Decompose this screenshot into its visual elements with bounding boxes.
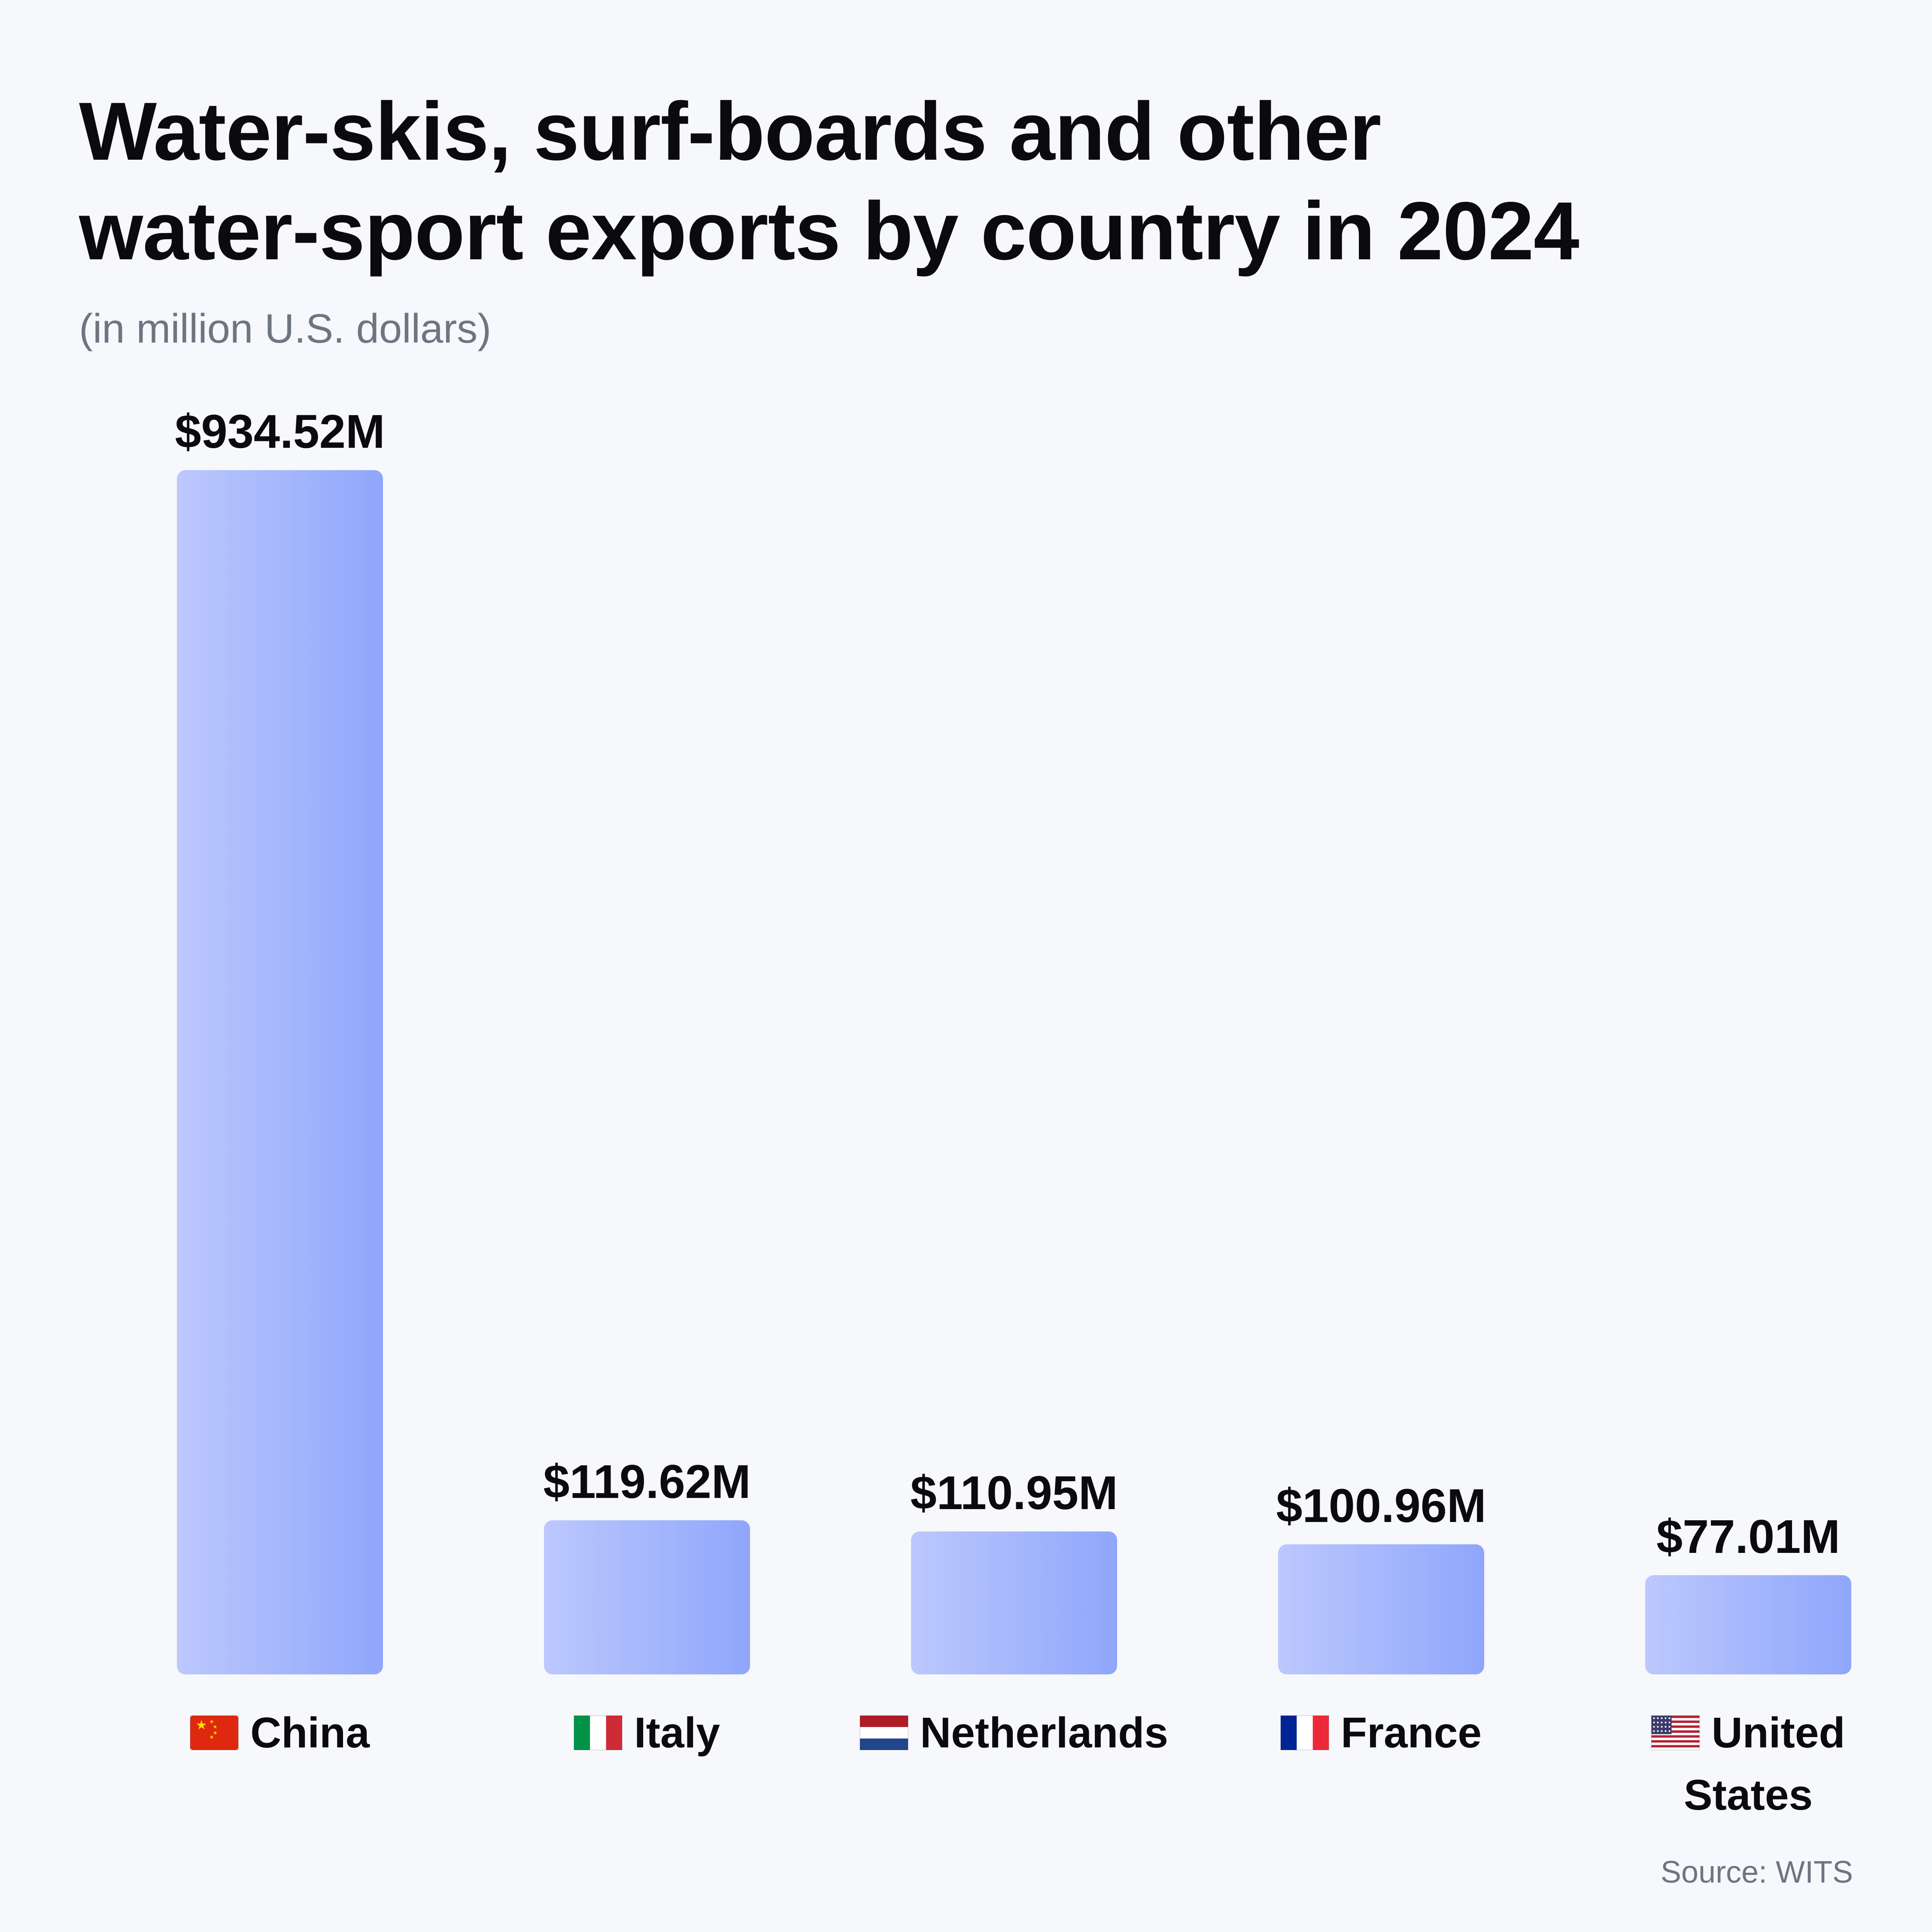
category-label-text: United (1711, 1709, 1845, 1757)
value-label: $119.62M (543, 1455, 750, 1508)
category-label-china: China★ ★★★★ (190, 1709, 370, 1757)
category-label-netherlands: Netherlands (860, 1709, 1168, 1757)
bar-united-states (1645, 1575, 1851, 1674)
chart-title-line-2: water-sport exports by country in 2024 (79, 185, 1580, 277)
category-label-italy: Italy (573, 1709, 720, 1757)
value-label: $110.95M (910, 1467, 1118, 1519)
category-label-france: France (1280, 1709, 1482, 1757)
chart-subtitle: (in million U.S. dollars) (79, 306, 492, 352)
bar-netherlands (911, 1531, 1117, 1674)
source-note: Source: WITS (1660, 1855, 1853, 1889)
category-label-text: France (1341, 1709, 1482, 1757)
category-label-text: Netherlands (920, 1709, 1168, 1757)
flag-netherlands-icon (860, 1715, 909, 1750)
svg-text:★: ★ (196, 1718, 207, 1732)
category-label-text: States (1684, 1771, 1813, 1819)
svg-text:★: ★ (210, 1734, 214, 1740)
svg-text:★: ★ (213, 1724, 218, 1730)
value-label: $100.96M (1276, 1479, 1486, 1532)
svg-text:★: ★ (210, 1719, 214, 1725)
category-label-united-states: United States (1651, 1709, 1845, 1819)
bar-italy (544, 1520, 750, 1674)
category-label-text: Italy (634, 1709, 720, 1757)
category-label-text: China (250, 1709, 370, 1757)
svg-text:★: ★ (213, 1730, 218, 1736)
flag-france-icon (1280, 1715, 1330, 1750)
value-label: $77.01M (1656, 1510, 1840, 1563)
bar-france (1278, 1544, 1484, 1674)
value-label: $934.52M (175, 405, 385, 458)
chart-title: Water-skis, surf-boards and other water-… (79, 82, 1839, 281)
flag-italy-icon (573, 1715, 623, 1750)
chart-title-line-1: Water-skis, surf-boards and other (79, 85, 1381, 177)
flag-united-states-icon (1651, 1715, 1700, 1750)
bar-china (177, 470, 383, 1674)
bars-layer (177, 470, 1851, 1674)
flag-china-icon: ★ ★★★★ (190, 1715, 239, 1750)
